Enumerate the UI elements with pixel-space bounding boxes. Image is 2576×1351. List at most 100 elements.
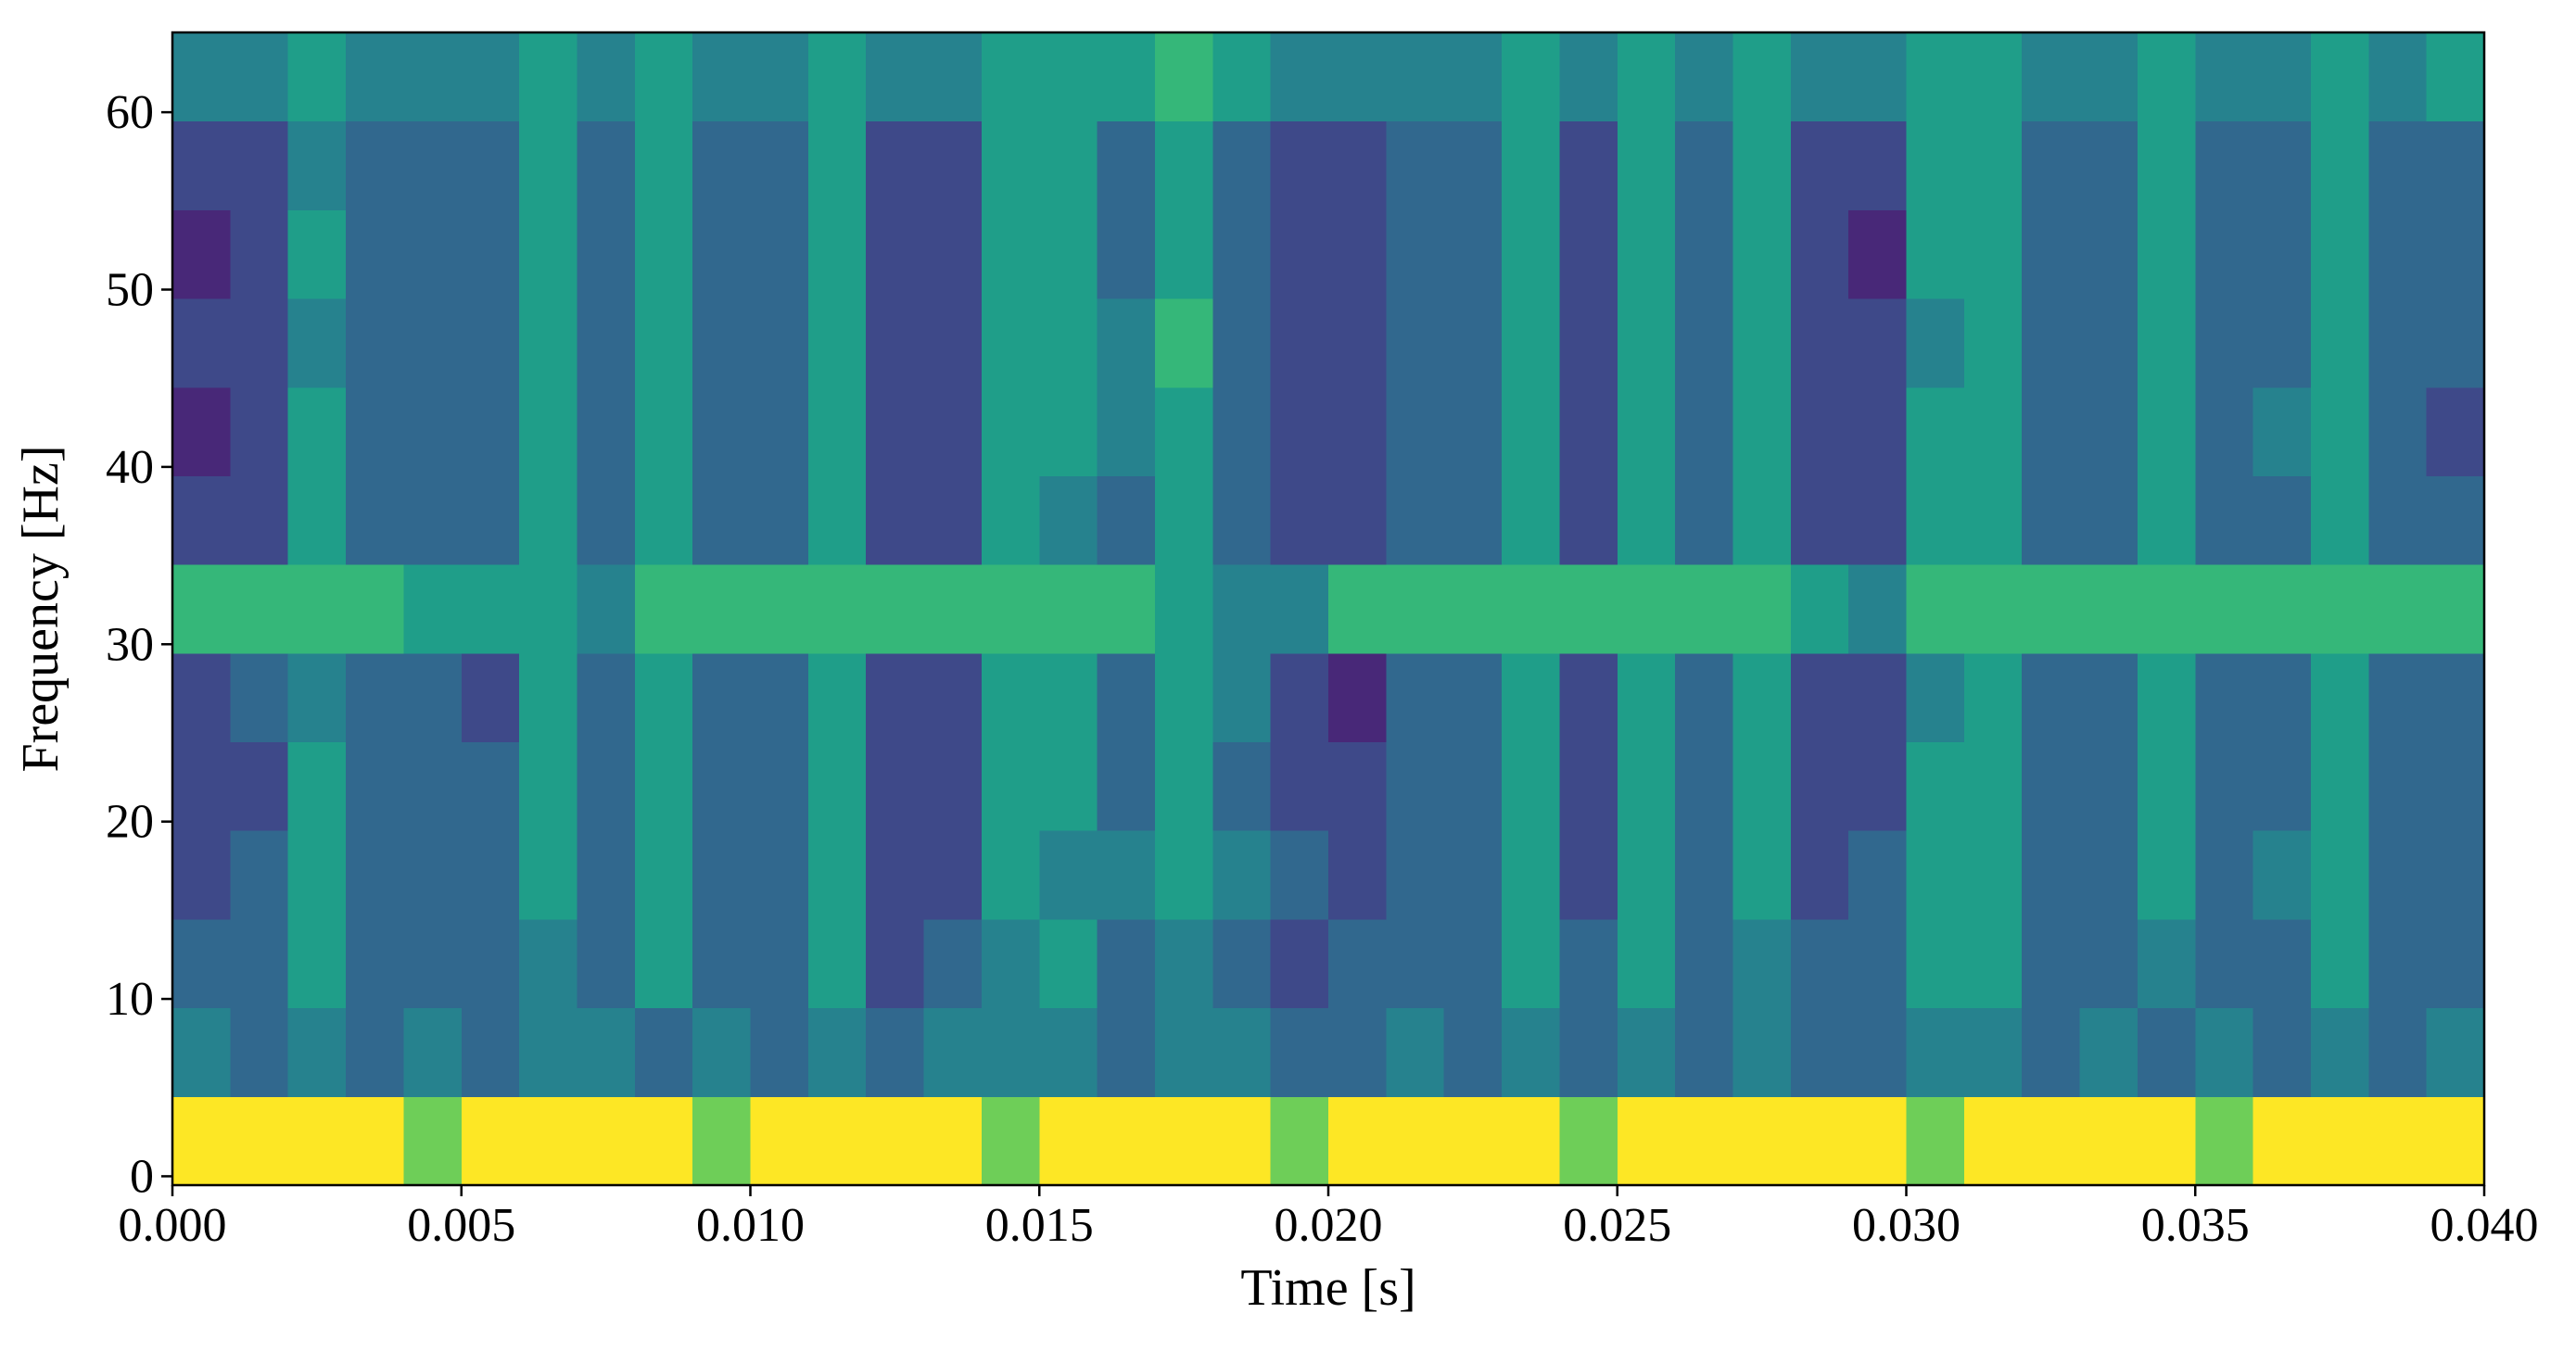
heatmap-cell xyxy=(287,209,347,299)
heatmap-cell xyxy=(1270,386,1329,476)
heatmap-cell xyxy=(1097,475,1156,565)
heatmap-cell xyxy=(1270,298,1329,388)
heatmap-cell xyxy=(2252,652,2312,743)
y-tick-label: 20 xyxy=(106,796,154,849)
heatmap-cell xyxy=(2426,741,2485,831)
heatmap-cell xyxy=(1328,918,1387,1009)
heatmap-cell xyxy=(577,386,636,476)
heatmap-cell xyxy=(1386,564,1445,654)
heatmap-cell xyxy=(981,564,1040,654)
heatmap-cell xyxy=(346,32,404,122)
heatmap-cell xyxy=(2252,475,2312,565)
heatmap-cell xyxy=(866,830,925,920)
x-axis-label: Time [s] xyxy=(1240,1259,1415,1317)
heatmap-cell xyxy=(403,652,463,743)
heatmap-cell xyxy=(1617,386,1676,476)
heatmap-cell xyxy=(923,386,983,476)
heatmap-cell xyxy=(1559,120,1618,210)
heatmap-cell xyxy=(2252,564,2312,654)
heatmap-cell xyxy=(1732,741,1792,831)
heatmap-cell xyxy=(2022,386,2081,476)
heatmap-cell xyxy=(403,209,463,299)
heatmap-cell xyxy=(2310,32,2369,122)
heatmap-cell xyxy=(981,209,1040,299)
heatmap-cell xyxy=(346,918,404,1009)
heatmap-cell xyxy=(230,209,289,299)
heatmap-cell xyxy=(1963,741,2023,831)
heatmap-cell xyxy=(1617,120,1676,210)
heatmap-cell xyxy=(1848,652,1907,743)
heatmap-cell xyxy=(692,918,751,1009)
heatmap-cell xyxy=(2137,209,2196,299)
heatmap-cell xyxy=(2022,298,2081,388)
heatmap-cell xyxy=(807,386,867,476)
heatmap-cell xyxy=(1963,120,2023,210)
heatmap-cell xyxy=(1386,209,1445,299)
heatmap-cell xyxy=(1790,564,1849,654)
heatmap-cell xyxy=(750,32,809,122)
heatmap-cell xyxy=(1502,32,1560,122)
heatmap-cell xyxy=(461,564,520,654)
heatmap-cell xyxy=(1212,918,1272,1009)
heatmap-cell xyxy=(2252,386,2312,476)
heatmap-cell xyxy=(2195,918,2254,1009)
heatmap-cell xyxy=(1270,209,1329,299)
heatmap-cell xyxy=(750,386,809,476)
heatmap-cell xyxy=(287,741,347,831)
heatmap-cell xyxy=(1732,652,1792,743)
heatmap-cell xyxy=(2310,120,2369,210)
heatmap-cell xyxy=(634,1096,693,1186)
heatmap-cell xyxy=(577,209,636,299)
heatmap-cell xyxy=(1790,1007,1849,1097)
heatmap-cell xyxy=(403,1096,463,1186)
heatmap-cell xyxy=(1559,386,1618,476)
heatmap-cell xyxy=(692,1096,751,1186)
heatmap-cell xyxy=(2368,830,2428,920)
heatmap-cell xyxy=(346,475,404,565)
heatmap-cell xyxy=(1443,298,1503,388)
y-tick-label: 10 xyxy=(106,973,154,1026)
heatmap-cell xyxy=(1617,741,1676,831)
heatmap-cell xyxy=(2022,209,2081,299)
heatmap-cell xyxy=(2195,209,2254,299)
x-tick-label: 0.020 xyxy=(1275,1199,1383,1252)
heatmap-cell xyxy=(923,564,983,654)
heatmap-cell xyxy=(2079,32,2138,122)
heatmap-cell xyxy=(1848,1096,1907,1186)
y-tick-label: 60 xyxy=(106,86,154,139)
heatmap-cell xyxy=(1097,386,1156,476)
heatmap-cell xyxy=(1154,741,1213,831)
heatmap-cell xyxy=(2368,298,2428,388)
heatmap-cell xyxy=(2310,830,2369,920)
heatmap-cell xyxy=(2426,564,2485,654)
heatmap-cell xyxy=(2252,1096,2312,1186)
heatmap-cell xyxy=(403,1007,463,1097)
heatmap-cell xyxy=(2079,830,2138,920)
heatmap-cell xyxy=(230,918,289,1009)
heatmap-cell xyxy=(1502,830,1560,920)
heatmap-cell xyxy=(807,32,867,122)
heatmap-cell xyxy=(1559,1096,1618,1186)
heatmap-cell xyxy=(1790,741,1849,831)
heatmap-cell xyxy=(403,741,463,831)
heatmap-cell xyxy=(1270,1007,1329,1097)
heatmap-cell xyxy=(346,120,404,210)
heatmap-cell xyxy=(1039,1007,1098,1097)
heatmap-cell xyxy=(1732,918,1792,1009)
heatmap-cell xyxy=(2022,652,2081,743)
heatmap-cell xyxy=(1559,741,1618,831)
heatmap-cell xyxy=(750,1096,809,1186)
heatmap-cell xyxy=(577,918,636,1009)
heatmap-cell xyxy=(1502,741,1560,831)
heatmap-cell xyxy=(807,1007,867,1097)
heatmap-cell xyxy=(1212,1096,1272,1186)
heatmap-cell xyxy=(519,32,577,122)
heatmap-cell xyxy=(1097,1007,1156,1097)
heatmap-cell xyxy=(461,32,520,122)
heatmap-cell xyxy=(2310,652,2369,743)
heatmap-cell xyxy=(1790,209,1849,299)
heatmap-cell xyxy=(1732,475,1792,565)
heatmap-cell xyxy=(1039,564,1098,654)
heatmap-cell xyxy=(2079,120,2138,210)
heatmap-cell xyxy=(2426,32,2485,122)
